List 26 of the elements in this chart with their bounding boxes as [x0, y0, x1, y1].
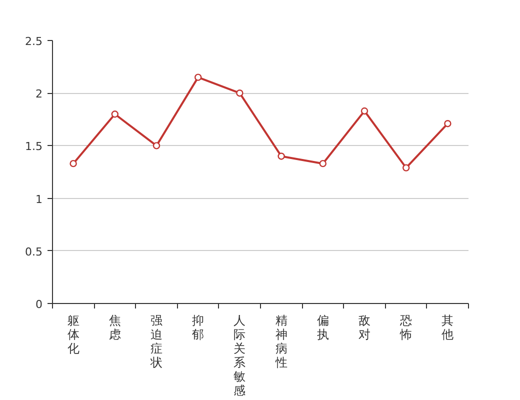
x-tick-label: 偏执: [316, 314, 329, 342]
point: [319, 160, 326, 168]
point: [360, 107, 368, 115]
point: [70, 160, 77, 168]
x-tick-label: 敌对: [358, 314, 370, 342]
point: [236, 90, 244, 97]
point: [278, 152, 285, 160]
x-tick-label: 人际关系敏感: [234, 314, 246, 398]
y-tick-label: 0: [36, 298, 42, 311]
x-tick-label: 抑郁: [192, 314, 204, 342]
x-tick-label: 其他: [442, 314, 454, 342]
point: [152, 142, 160, 150]
x-tick-label: 强迫症状: [150, 314, 162, 370]
x-tick-label: 焦虑: [108, 314, 121, 342]
point: [402, 164, 410, 172]
point: [194, 74, 202, 81]
x-tick-label: 躯体化: [67, 314, 80, 356]
point: [111, 110, 118, 118]
x-tick-label: 恐怖: [399, 314, 412, 342]
y-tick-label: 2: [36, 88, 42, 101]
y-tick-label: 2.5: [25, 35, 43, 48]
y-tick-label: 0.5: [25, 245, 43, 258]
x-tick-label: 精神病性: [274, 314, 288, 370]
point: [444, 120, 452, 128]
y-tick-label: 1.5: [25, 140, 43, 154]
y-tick-label: 1: [36, 192, 42, 206]
